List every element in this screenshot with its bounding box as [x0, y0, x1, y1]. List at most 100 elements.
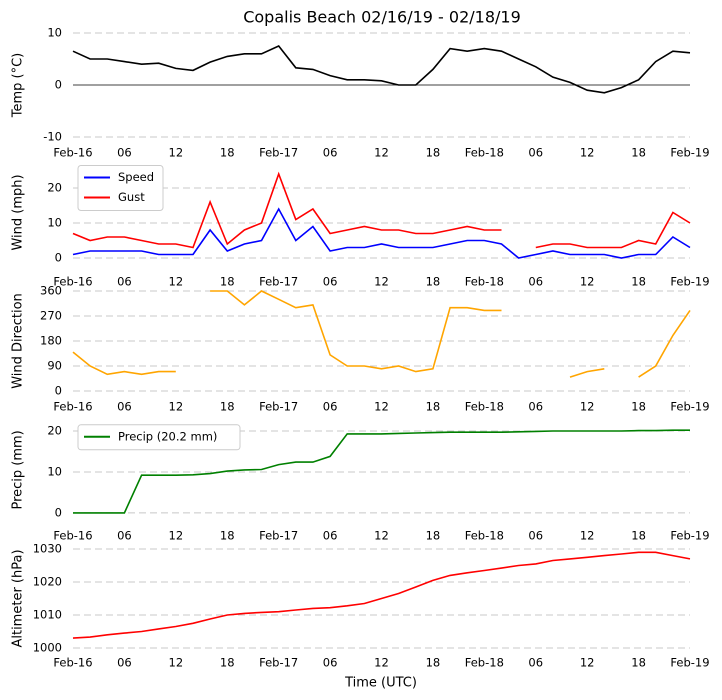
x-tick-label: 06 — [528, 275, 543, 289]
x-tick-label: Feb-18 — [465, 400, 504, 414]
x-tick-label: 18 — [220, 400, 235, 414]
y-tick-label: 1020 — [33, 575, 62, 589]
y-tick-label: 180 — [40, 334, 62, 348]
x-tick-label: 18 — [220, 146, 235, 160]
x-tick-label: 12 — [374, 400, 389, 414]
y-tick-label: 0 — [55, 505, 62, 519]
x-tick-label: 12 — [374, 529, 389, 543]
y-tick-label: 10 — [47, 464, 62, 478]
x-tick-label: 18 — [220, 656, 235, 670]
x-tick-label: 18 — [631, 146, 646, 160]
x-tick-label: 12 — [169, 529, 184, 543]
x-tick-label: Feb-18 — [465, 146, 504, 160]
x-tick-label: Feb-19 — [670, 656, 709, 670]
x-tick-label: 12 — [374, 656, 389, 670]
x-tick-label: Feb-16 — [53, 275, 92, 289]
x-tick-label: 12 — [580, 529, 595, 543]
x-tick-label: 06 — [117, 656, 132, 670]
x-tick-label: 18 — [631, 400, 646, 414]
x-tick-label: 18 — [631, 656, 646, 670]
x-tick-label: Feb-19 — [670, 400, 709, 414]
data-line — [72, 551, 691, 639]
x-tick-label: Feb-17 — [259, 146, 298, 160]
x-tick-label: 12 — [169, 656, 184, 670]
x-tick-label: Feb-19 — [670, 146, 709, 160]
y-axis-label: Wind Direction — [11, 293, 26, 389]
x-tick-label: 12 — [374, 146, 389, 160]
x-tick-label: 12 — [580, 146, 595, 160]
x-tick-label: Feb-19 — [670, 529, 709, 543]
y-tick-label: 20 — [47, 423, 62, 437]
data-line — [72, 290, 691, 378]
x-tick-label: 06 — [528, 656, 543, 670]
y-tick-label: 1010 — [33, 608, 62, 622]
y-tick-label: 1000 — [33, 641, 62, 655]
x-tick-label: Feb-17 — [259, 529, 298, 543]
x-tick-label: 18 — [426, 529, 441, 543]
x-tick-label: Feb-17 — [259, 275, 298, 289]
x-tick-label: Feb-18 — [465, 275, 504, 289]
x-tick-label: 06 — [117, 275, 132, 289]
y-tick-label: 270 — [40, 309, 62, 323]
x-tick-label: 18 — [426, 400, 441, 414]
x-tick-label: Feb-19 — [670, 275, 709, 289]
x-tick-label: 12 — [169, 400, 184, 414]
data-line — [73, 429, 690, 514]
x-tick-label: 06 — [528, 400, 543, 414]
x-tick-label: Feb-16 — [53, 529, 92, 543]
legend-label: Precip (20.2 mm) — [118, 429, 217, 443]
data-line — [72, 171, 691, 249]
x-tick-label: 06 — [117, 400, 132, 414]
y-tick-label: 0 — [55, 384, 62, 398]
legend-label: Gust — [118, 190, 145, 204]
x-tick-label: Feb-16 — [53, 146, 92, 160]
x-tick-label: 12 — [580, 656, 595, 670]
x-tick-label: 06 — [323, 400, 338, 414]
legend-label: Speed — [118, 170, 154, 184]
y-axis-label: Precip (mm) — [11, 430, 26, 509]
x-tick-label: Feb-18 — [465, 656, 504, 670]
x-tick-label: Feb-17 — [259, 656, 298, 670]
x-tick-label: 12 — [169, 275, 184, 289]
chart-title: Copalis Beach 02/16/19 - 02/18/19 — [243, 8, 521, 27]
x-tick-label: Feb-16 — [53, 400, 92, 414]
x-tick-label: 06 — [528, 146, 543, 160]
x-tick-label: 12 — [169, 146, 184, 160]
x-tick-label: Feb-16 — [53, 656, 92, 670]
x-tick-label: 18 — [426, 656, 441, 670]
x-axis-label: Time (UTC) — [344, 676, 417, 691]
x-tick-label: 18 — [631, 529, 646, 543]
x-tick-label: 06 — [323, 656, 338, 670]
x-tick-label: 06 — [117, 529, 132, 543]
legend-box — [77, 424, 241, 451]
x-tick-label: 06 — [323, 146, 338, 160]
y-tick-label: 360 — [40, 284, 62, 298]
x-tick-label: Feb-18 — [465, 529, 504, 543]
x-tick-label: 12 — [580, 400, 595, 414]
x-tick-label: 18 — [220, 529, 235, 543]
x-tick-label: 18 — [426, 146, 441, 160]
x-tick-label: 18 — [426, 275, 441, 289]
y-tick-label: 1030 — [33, 542, 62, 556]
x-tick-label: 06 — [323, 275, 338, 289]
y-tick-label: 10 — [47, 26, 62, 40]
y-tick-label: 90 — [47, 359, 62, 373]
y-axis-label: Altimeter (hPa) — [11, 549, 26, 647]
y-axis-label: Wind (mph) — [11, 174, 26, 250]
x-tick-label: 18 — [220, 275, 235, 289]
x-tick-label: 12 — [580, 275, 595, 289]
x-tick-label: 06 — [323, 529, 338, 543]
x-tick-label: 12 — [374, 275, 389, 289]
y-tick-label: 10 — [47, 216, 62, 230]
data-line — [72, 207, 691, 259]
x-tick-label: Feb-17 — [259, 400, 298, 414]
y-axis-label: Temp (°C) — [11, 53, 26, 119]
x-tick-label: 06 — [117, 146, 132, 160]
y-tick-label: 0 — [55, 78, 62, 92]
y-tick-label: 0 — [55, 251, 62, 265]
y-tick-label: -10 — [43, 130, 62, 144]
data-line — [72, 45, 691, 94]
x-tick-label: 18 — [631, 275, 646, 289]
x-tick-label: 06 — [528, 529, 543, 543]
